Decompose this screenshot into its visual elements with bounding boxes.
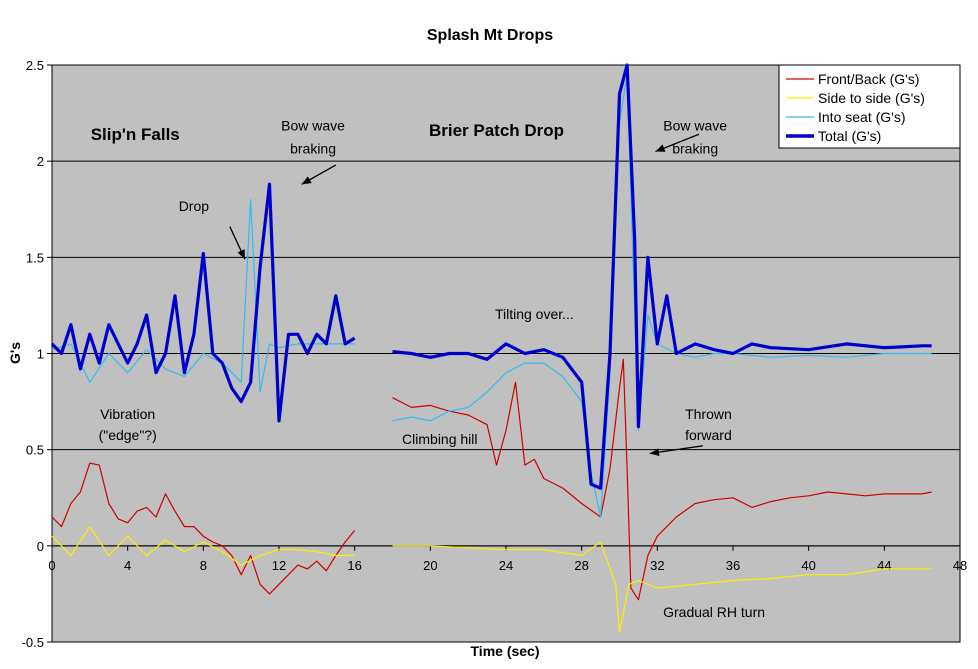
annotation-label: Slip'n Falls: [91, 125, 180, 144]
x-tick-label: 20: [423, 558, 437, 573]
series-line: [392, 358, 932, 601]
legend: Front/Back (G's) Side to side (G's) Into s…: [778, 64, 961, 149]
x-axis-label: Time (sec): [471, 643, 540, 659]
legend-entry: Front/Back (G's): [818, 71, 919, 87]
annotation-label: Vibration: [100, 406, 155, 422]
x-tick-label: 8: [200, 558, 207, 573]
annotation-label: Drop: [179, 198, 210, 214]
y-tick-label: 2.5: [26, 58, 44, 73]
annotation-label: braking: [290, 140, 336, 156]
y-tick-label: 0: [37, 539, 44, 554]
annotation-label: Climbing hill: [402, 431, 477, 447]
y-axis-label: G's: [7, 342, 23, 364]
arrow-head: [655, 144, 666, 152]
annotation-label: Bow wave: [281, 117, 345, 133]
x-tick-label: 24: [499, 558, 513, 573]
series-line: [392, 541, 932, 634]
x-tick-label: 32: [650, 558, 664, 573]
legend-entry: Into seat (G's): [818, 109, 905, 125]
chart-title: Splash Mt Drops: [427, 27, 553, 44]
x-tick-label: 40: [801, 558, 815, 573]
arrow-head: [301, 176, 312, 185]
series-line: [51, 525, 355, 566]
x-tick-label: 28: [574, 558, 588, 573]
y-tick-label: 2: [37, 154, 44, 169]
annotation-label: Tilting over...: [495, 306, 574, 322]
arrow-head: [649, 448, 660, 457]
annotation-arrows: [229, 133, 703, 457]
annotation-label: Brier Patch Drop: [429, 121, 564, 140]
annotation-label: Bow wave: [663, 117, 727, 133]
annotation-label: ("edge"?): [99, 427, 157, 443]
annotation-label: Gradual RH turn: [663, 604, 765, 620]
x-tick-label: 0: [48, 558, 55, 573]
y-tick-label: 1: [37, 347, 44, 362]
annotation-label: braking: [672, 140, 718, 156]
annotations: Slip'n Falls Brier Patch Drop Bow wave brak…: [91, 117, 765, 620]
y-tick-label: 1.5: [26, 250, 44, 265]
legend-entry: Total (G's): [818, 128, 881, 144]
x-tick-label: 44: [877, 558, 891, 573]
series-line: [50, 182, 356, 423]
arrow-head: [237, 249, 245, 260]
annotation-label: Thrown: [685, 406, 732, 422]
y-axis-ticks: -0.5 0 0.5 1 1.5 2 2.5: [22, 58, 52, 650]
y-tick-label: -0.5: [22, 635, 44, 650]
x-tick-label: 16: [347, 558, 361, 573]
y-tick-label: 0.5: [26, 443, 44, 458]
x-tick-label: 4: [124, 558, 131, 573]
x-tick-label: 48: [953, 558, 967, 573]
gridlines: [52, 160, 960, 547]
legend-entry: Side to side (G's): [818, 90, 925, 106]
x-tick-label: 36: [726, 558, 740, 573]
series-line: [392, 63, 932, 490]
series-lines: [50, 63, 932, 634]
series-line: [51, 462, 356, 595]
x-tick-label: 12: [272, 558, 286, 573]
annotation-label: forward: [685, 427, 732, 443]
